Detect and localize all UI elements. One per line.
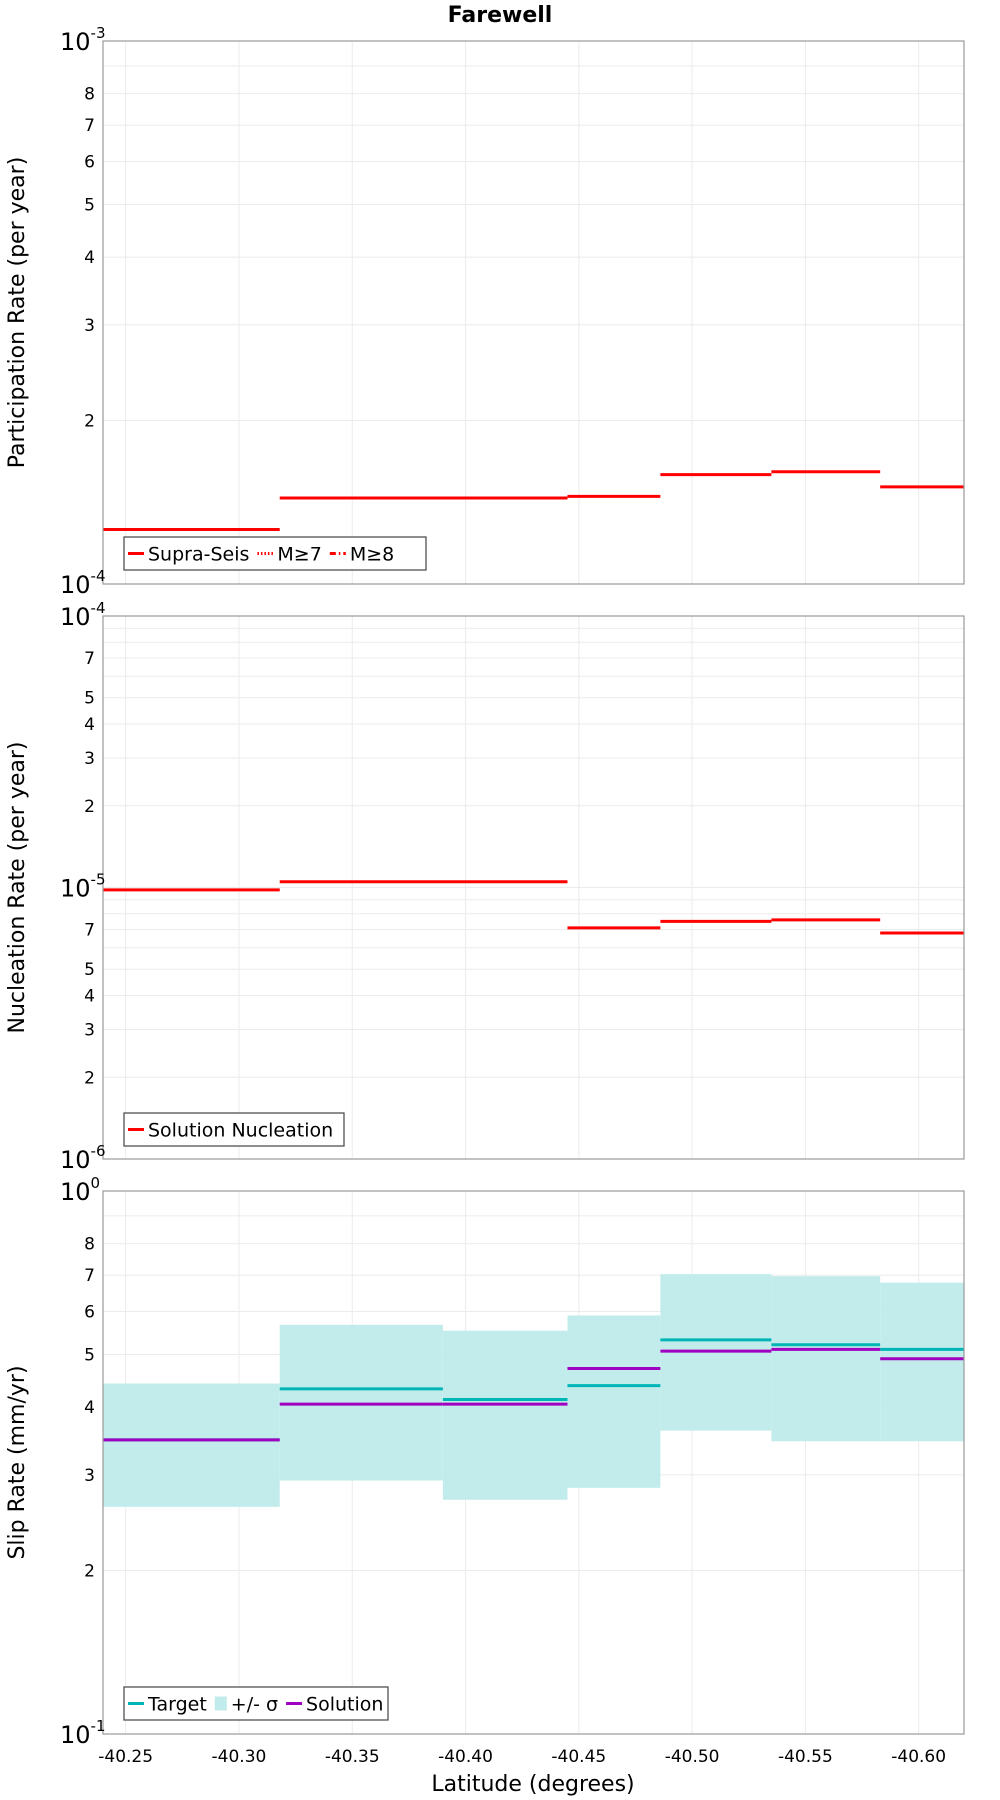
participation-y-tick-label: 4: [84, 248, 95, 268]
participation-y-tick-label: 8: [84, 85, 95, 105]
participation-y-tick-label: 7: [84, 116, 95, 136]
slip-y-tick-label: 6: [84, 1302, 95, 1322]
nucleation-y-tick-label: 4: [84, 715, 95, 735]
participation-decade-label: 10-3: [60, 24, 106, 56]
x-tick-label: -40.25: [98, 1747, 153, 1767]
participation-decade-exponent: -4: [91, 567, 106, 585]
nucleation-y-tick-label: 7: [84, 649, 95, 669]
nucleation-y-tick-label: 2: [84, 797, 95, 817]
slip-legend-label: Solution: [306, 1694, 383, 1716]
sigma-band: [771, 1276, 881, 1442]
slip-panel: 2 3 4 5 6 7 8 100 10-1 Slip Rate (mm/yr) Target +/-…: [5, 1174, 965, 1749]
nucleation-y-axis-label: Nucleation Rate (per year): [5, 742, 30, 1034]
sigma-band: [103, 1383, 280, 1507]
x-tick-label: -40.30: [212, 1747, 267, 1767]
nucleation-panel: 2 3 4 5 7 2 3 4 5 7 10-4 10-5 10-6 Nucleation Rate (p…: [5, 599, 965, 1174]
x-tick-label: -40.40: [438, 1747, 493, 1767]
participation-decade-label: 10-4: [60, 567, 106, 599]
nucleation-legend-label: Solution Nucleation: [148, 1120, 333, 1142]
slip-legend-box: [123, 1686, 389, 1721]
slip-decade-label: 100: [60, 1174, 100, 1206]
slip-y-tick-label: 2: [84, 1562, 95, 1582]
slip-y-tick-label: 4: [84, 1398, 95, 1418]
participation-frame: [102, 40, 965, 585]
slip-decade-exponent: -1: [91, 1717, 106, 1735]
slip-decade-exponent: 0: [91, 1174, 101, 1192]
participation-decade-exponent: -3: [91, 24, 106, 42]
nucleation-y-tick-label: 3: [84, 749, 95, 769]
x-tick-label: -40.55: [778, 1747, 833, 1767]
slip-legend: Target +/- σ Solution: [123, 1686, 389, 1721]
participation-legend-label: M≥8: [350, 544, 394, 566]
nucleation-y-tick-label: 5: [84, 960, 95, 980]
slip-decade-label: 10-1: [60, 1717, 106, 1749]
x-axis-label: Latitude (degrees): [431, 1772, 634, 1797]
participation-y-tick-label: 2: [84, 412, 95, 432]
sigma-band: [279, 1324, 443, 1481]
slip-y-tick-label: 8: [84, 1235, 95, 1255]
participation-y-tick-label: 3: [84, 316, 95, 336]
participation-legend: Supra-Seis M≥7 M≥8: [123, 536, 427, 571]
nucleation-y-tick-label: 7: [84, 921, 95, 941]
x-tick-label: -40.35: [325, 1747, 380, 1767]
participation-y-tick-label: 6: [84, 152, 95, 172]
participation-legend-box: [123, 536, 427, 571]
nucleation-decade-label: 10-6: [60, 1142, 106, 1174]
nucleation-legend: Solution Nucleation: [123, 1112, 345, 1147]
nucleation-decade-exponent: -6: [91, 1142, 106, 1160]
x-tick-label: -40.50: [665, 1747, 720, 1767]
participation-y-tick-label: 5: [84, 195, 95, 215]
slip-y-tick-label: 5: [84, 1345, 95, 1365]
slip-legend-label: +/- σ: [231, 1694, 278, 1716]
participation-y-axis-label: Participation Rate (per year): [5, 157, 30, 469]
nucleation-decade-exponent: -4: [91, 599, 106, 617]
nucleation-y-tick-label: 3: [84, 1020, 95, 1040]
nucleation-frame: [102, 615, 965, 1160]
participation-legend-label: Supra-Seis: [148, 544, 249, 566]
slip-frame: [102, 1190, 965, 1735]
chart-title: Farewell: [448, 3, 553, 28]
slip-y-axis-label: Slip Rate (mm/yr): [5, 1365, 30, 1559]
x-tick-label: -40.60: [891, 1747, 946, 1767]
participation-plot-area: [103, 41, 964, 584]
sigma-band: [442, 1330, 568, 1500]
slip-y-tick-label: 7: [84, 1266, 95, 1286]
nucleation-y-tick-label: 2: [84, 1068, 95, 1088]
slip-legend-swatch: [214, 1696, 227, 1711]
sigma-band: [880, 1282, 964, 1442]
x-tick-label: -40.45: [551, 1747, 606, 1767]
nucleation-decade-exponent: -5: [91, 871, 106, 889]
slip-legend-label: Target: [147, 1694, 207, 1716]
nucleation-legend-box: [123, 1112, 345, 1147]
nucleation-decade-label: 10-5: [60, 871, 106, 903]
participation-panel: 2 3 4 5 6 7 8 10-3 10-4 Participation Rate (per y…: [5, 24, 965, 599]
slip-y-tick-label: 3: [84, 1466, 95, 1486]
participation-legend-label: M≥7: [277, 544, 321, 566]
nucleation-decade-label: 10-4: [60, 599, 106, 631]
sigma-band: [567, 1315, 661, 1488]
nucleation-y-tick-label: 4: [84, 987, 95, 1007]
nucleation-y-tick-label: 5: [84, 689, 95, 709]
